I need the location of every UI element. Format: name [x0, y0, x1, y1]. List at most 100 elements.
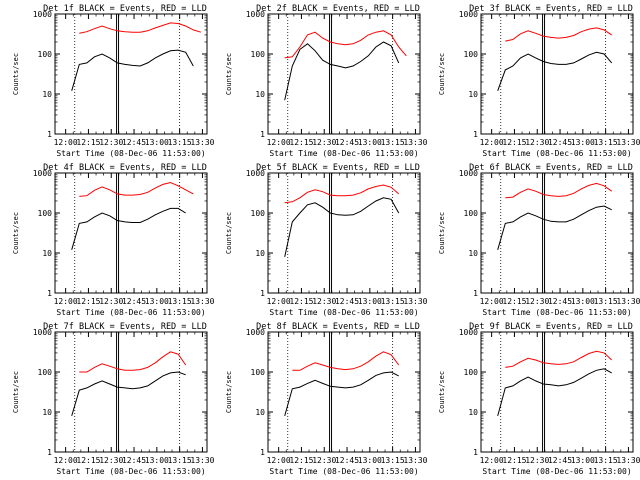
plot-frame [480, 331, 634, 453]
panel-det-2: Det 2f BLACK = Events, RED = LLD Counts/s… [225, 4, 428, 158]
x-tick-label: 13:00 [571, 297, 595, 306]
x-tick-label: 12:45 [548, 456, 572, 465]
y-tick-label: 100 [464, 368, 479, 377]
x-tick-label: 12:45 [335, 456, 359, 465]
x-tick-label: 12:15 [289, 138, 313, 147]
x-tick-label: 13:30 [403, 297, 427, 306]
plot-frame [480, 13, 634, 135]
series-line-lld [292, 351, 400, 371]
x-tick-label: 13:00 [358, 456, 382, 465]
series-line-events [284, 41, 400, 101]
x-tick-label: 12:00 [267, 456, 291, 465]
panel-title: Det 7f BLACK = Events, RED = LLD [43, 322, 207, 332]
series-line-lld [505, 350, 613, 368]
series-line-lld [79, 181, 194, 197]
y-tick-label: 1 [473, 289, 478, 298]
y-tick-label: 10 [42, 90, 52, 99]
plot-frame [267, 13, 421, 135]
plot-frame [480, 172, 634, 294]
y-axis-label: Counts/sec [438, 371, 446, 413]
series-line-events [497, 205, 612, 250]
x-tick-label: 12:15 [76, 297, 100, 306]
panel-det-5: Det 5f BLACK = Events, RED = LLD Counts/s… [225, 163, 428, 317]
x-tick-label: 12:00 [480, 456, 504, 465]
x-tick-label: 12:45 [335, 297, 359, 306]
x-tick-label: 12:30 [312, 297, 336, 306]
panel-title: Det 9f BLACK = Events, RED = LLD [469, 322, 633, 332]
y-tick-label: 1000 [459, 10, 478, 19]
y-axis-label: Counts/sec [225, 53, 233, 95]
y-tick-label: 10 [255, 408, 265, 417]
x-tick-label: 12:15 [502, 456, 526, 465]
series-line-lld [505, 182, 612, 199]
y-tick-label: 100 [251, 50, 266, 59]
series-line-events [284, 197, 400, 258]
series-line-events [71, 371, 186, 417]
plot-frame [267, 172, 421, 294]
x-tick-label: 12:15 [76, 138, 100, 147]
series-line-lld [79, 351, 187, 373]
x-axis-label: Start Time (08-Dec-06 11:53:00) [56, 467, 205, 476]
panel-title: Det 6f BLACK = Events, RED = LLD [469, 163, 633, 173]
series-line-lld [505, 27, 612, 42]
series-line-events [497, 51, 613, 91]
panel-title: Det 3f BLACK = Events, RED = LLD [469, 4, 633, 14]
y-tick-label: 100 [464, 50, 479, 59]
y-axis-label: Counts/sec [225, 212, 233, 254]
x-tick-label: 12:15 [502, 138, 526, 147]
x-tick-label: 13:30 [616, 138, 640, 147]
x-tick-label: 13:30 [190, 138, 214, 147]
x-tick-label: 13:00 [358, 297, 382, 306]
y-tick-label: 100 [464, 209, 479, 218]
y-tick-label: 1000 [246, 328, 265, 337]
x-tick-label: 12:00 [480, 297, 504, 306]
panel-det-4: Det 4f BLACK = Events, RED = LLD Counts/s… [12, 163, 215, 317]
panel-det-1: Det 1f BLACK = Events, RED = LLD Counts/s… [12, 4, 215, 158]
x-tick-label: 13:15 [594, 456, 618, 465]
panel-title: Det 5f BLACK = Events, RED = LLD [256, 163, 420, 173]
series-line-events [71, 207, 186, 250]
x-tick-label: 12:30 [312, 456, 336, 465]
x-axis-label: Start Time (08-Dec-06 11:53:00) [482, 467, 631, 476]
x-tick-label: 12:15 [502, 297, 526, 306]
x-tick-label: 12:45 [122, 456, 146, 465]
x-tick-label: 13:15 [168, 456, 192, 465]
x-tick-label: 13:15 [168, 297, 192, 306]
plot-frame [54, 13, 208, 135]
x-tick-label: 13:30 [616, 456, 640, 465]
y-tick-label: 1 [260, 289, 265, 298]
y-tick-label: 100 [38, 209, 53, 218]
y-tick-label: 1 [47, 130, 52, 139]
x-tick-label: 12:30 [99, 456, 123, 465]
x-tick-label: 12:15 [289, 456, 313, 465]
y-tick-label: 10 [42, 408, 52, 417]
x-tick-label: 13:30 [190, 297, 214, 306]
y-tick-label: 1000 [33, 328, 52, 337]
x-tick-label: 12:00 [54, 456, 78, 465]
panel-det-7: Det 7f BLACK = Events, RED = LLD Counts/s… [12, 322, 215, 476]
panel-det-8: Det 8f BLACK = Events, RED = LLD Counts/s… [225, 322, 428, 476]
x-tick-label: 12:00 [54, 138, 78, 147]
x-tick-label: 13:15 [381, 297, 405, 306]
y-tick-label: 10 [468, 90, 478, 99]
x-tick-label: 13:00 [571, 456, 595, 465]
panel-det-6: Det 6f BLACK = Events, RED = LLD Counts/s… [438, 163, 640, 317]
x-tick-label: 13:30 [403, 138, 427, 147]
y-axis-label: Counts/sec [438, 212, 446, 254]
y-tick-label: 1000 [459, 169, 478, 178]
y-tick-label: 1 [47, 448, 52, 457]
x-axis-label: Start Time (08-Dec-06 11:53:00) [482, 149, 631, 158]
y-tick-label: 10 [468, 249, 478, 258]
panel-title: Det 1f BLACK = Events, RED = LLD [43, 4, 207, 14]
x-tick-label: 13:15 [594, 138, 618, 147]
x-tick-label: 13:30 [403, 456, 427, 465]
x-axis-label: Start Time (08-Dec-06 11:53:00) [56, 149, 205, 158]
series-line-events [497, 368, 612, 417]
y-axis-label: Counts/sec [12, 212, 20, 254]
y-tick-label: 1 [473, 448, 478, 457]
y-tick-label: 100 [38, 50, 53, 59]
panel-title: Det 8f BLACK = Events, RED = LLD [256, 322, 420, 332]
x-tick-label: 12:30 [525, 297, 549, 306]
